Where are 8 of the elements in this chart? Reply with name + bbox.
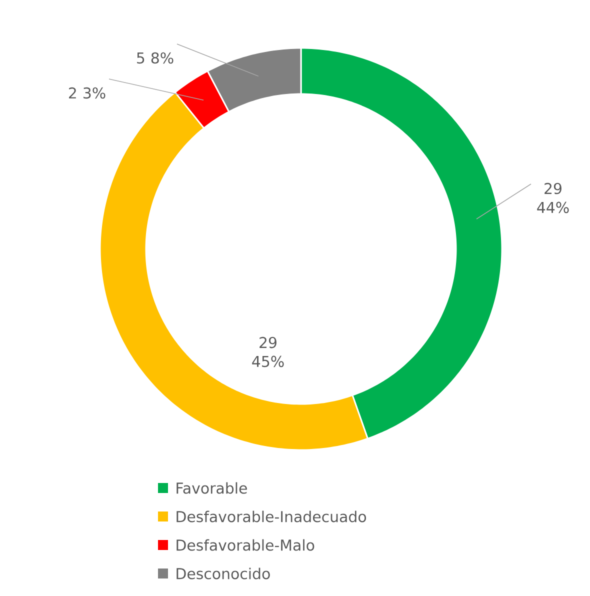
- data-label: 2 3%: [68, 87, 106, 99]
- legend-label: Desfavorable-Malo: [176, 539, 314, 551]
- legend-label: Desfavorable-Inadecuado: [176, 510, 366, 522]
- legend-label: Favorable: [176, 482, 247, 494]
- data-label: 5 8%: [137, 52, 174, 64]
- data-label: 29 45%: [252, 336, 284, 368]
- legend-label: Desconocido: [176, 568, 270, 580]
- data-label: 29 44%: [537, 182, 569, 214]
